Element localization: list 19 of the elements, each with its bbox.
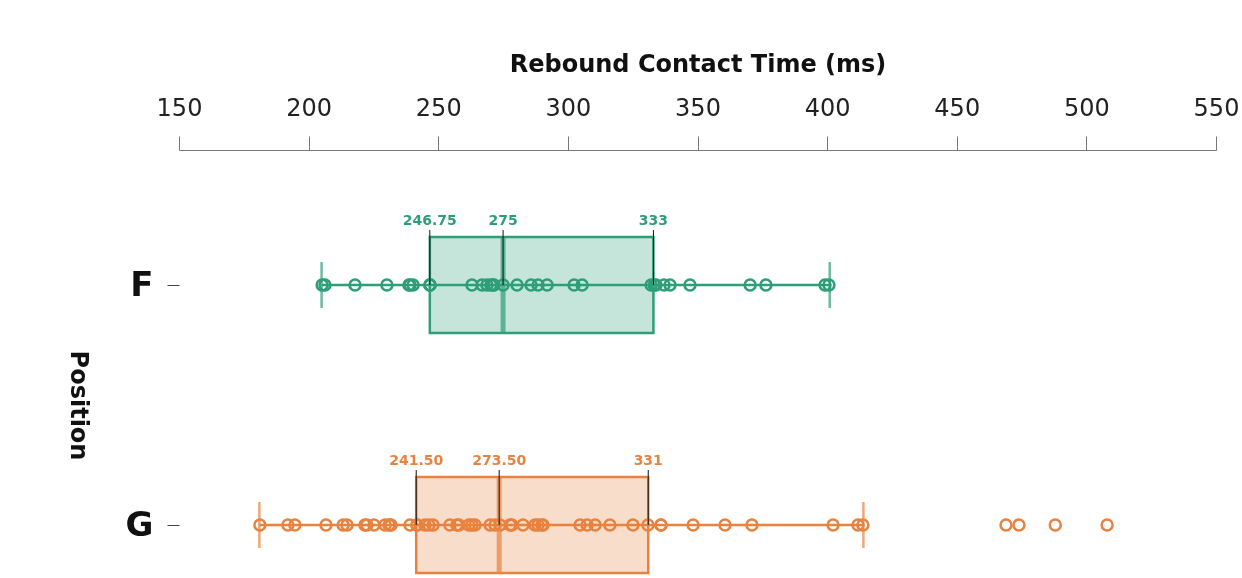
x-tick-label: 300 <box>545 93 592 122</box>
y-tick-label: G <box>125 503 154 544</box>
y-axis-title: Position <box>64 350 93 461</box>
x-tick-label: 400 <box>804 93 851 122</box>
x-tick-label: 500 <box>1063 93 1110 122</box>
x-tick-label: 250 <box>415 93 462 122</box>
text: 246.75 <box>402 212 457 228</box>
x-tick-label: 550 <box>1193 93 1240 122</box>
text: 331 <box>633 452 663 468</box>
x-tick-label: 200 <box>286 93 333 122</box>
text: 275 <box>488 212 518 228</box>
y-tick-label: F <box>130 263 154 304</box>
x-tick-label: 150 <box>156 93 203 122</box>
x-axis-title: Rebound Contact Time (ms) <box>509 49 887 78</box>
x-tick-label: 350 <box>675 93 721 122</box>
text: 241.50 <box>389 452 444 468</box>
text: 273.50 <box>472 452 527 468</box>
text: 333 <box>638 212 669 228</box>
x-tick-label: 450 <box>934 93 981 122</box>
